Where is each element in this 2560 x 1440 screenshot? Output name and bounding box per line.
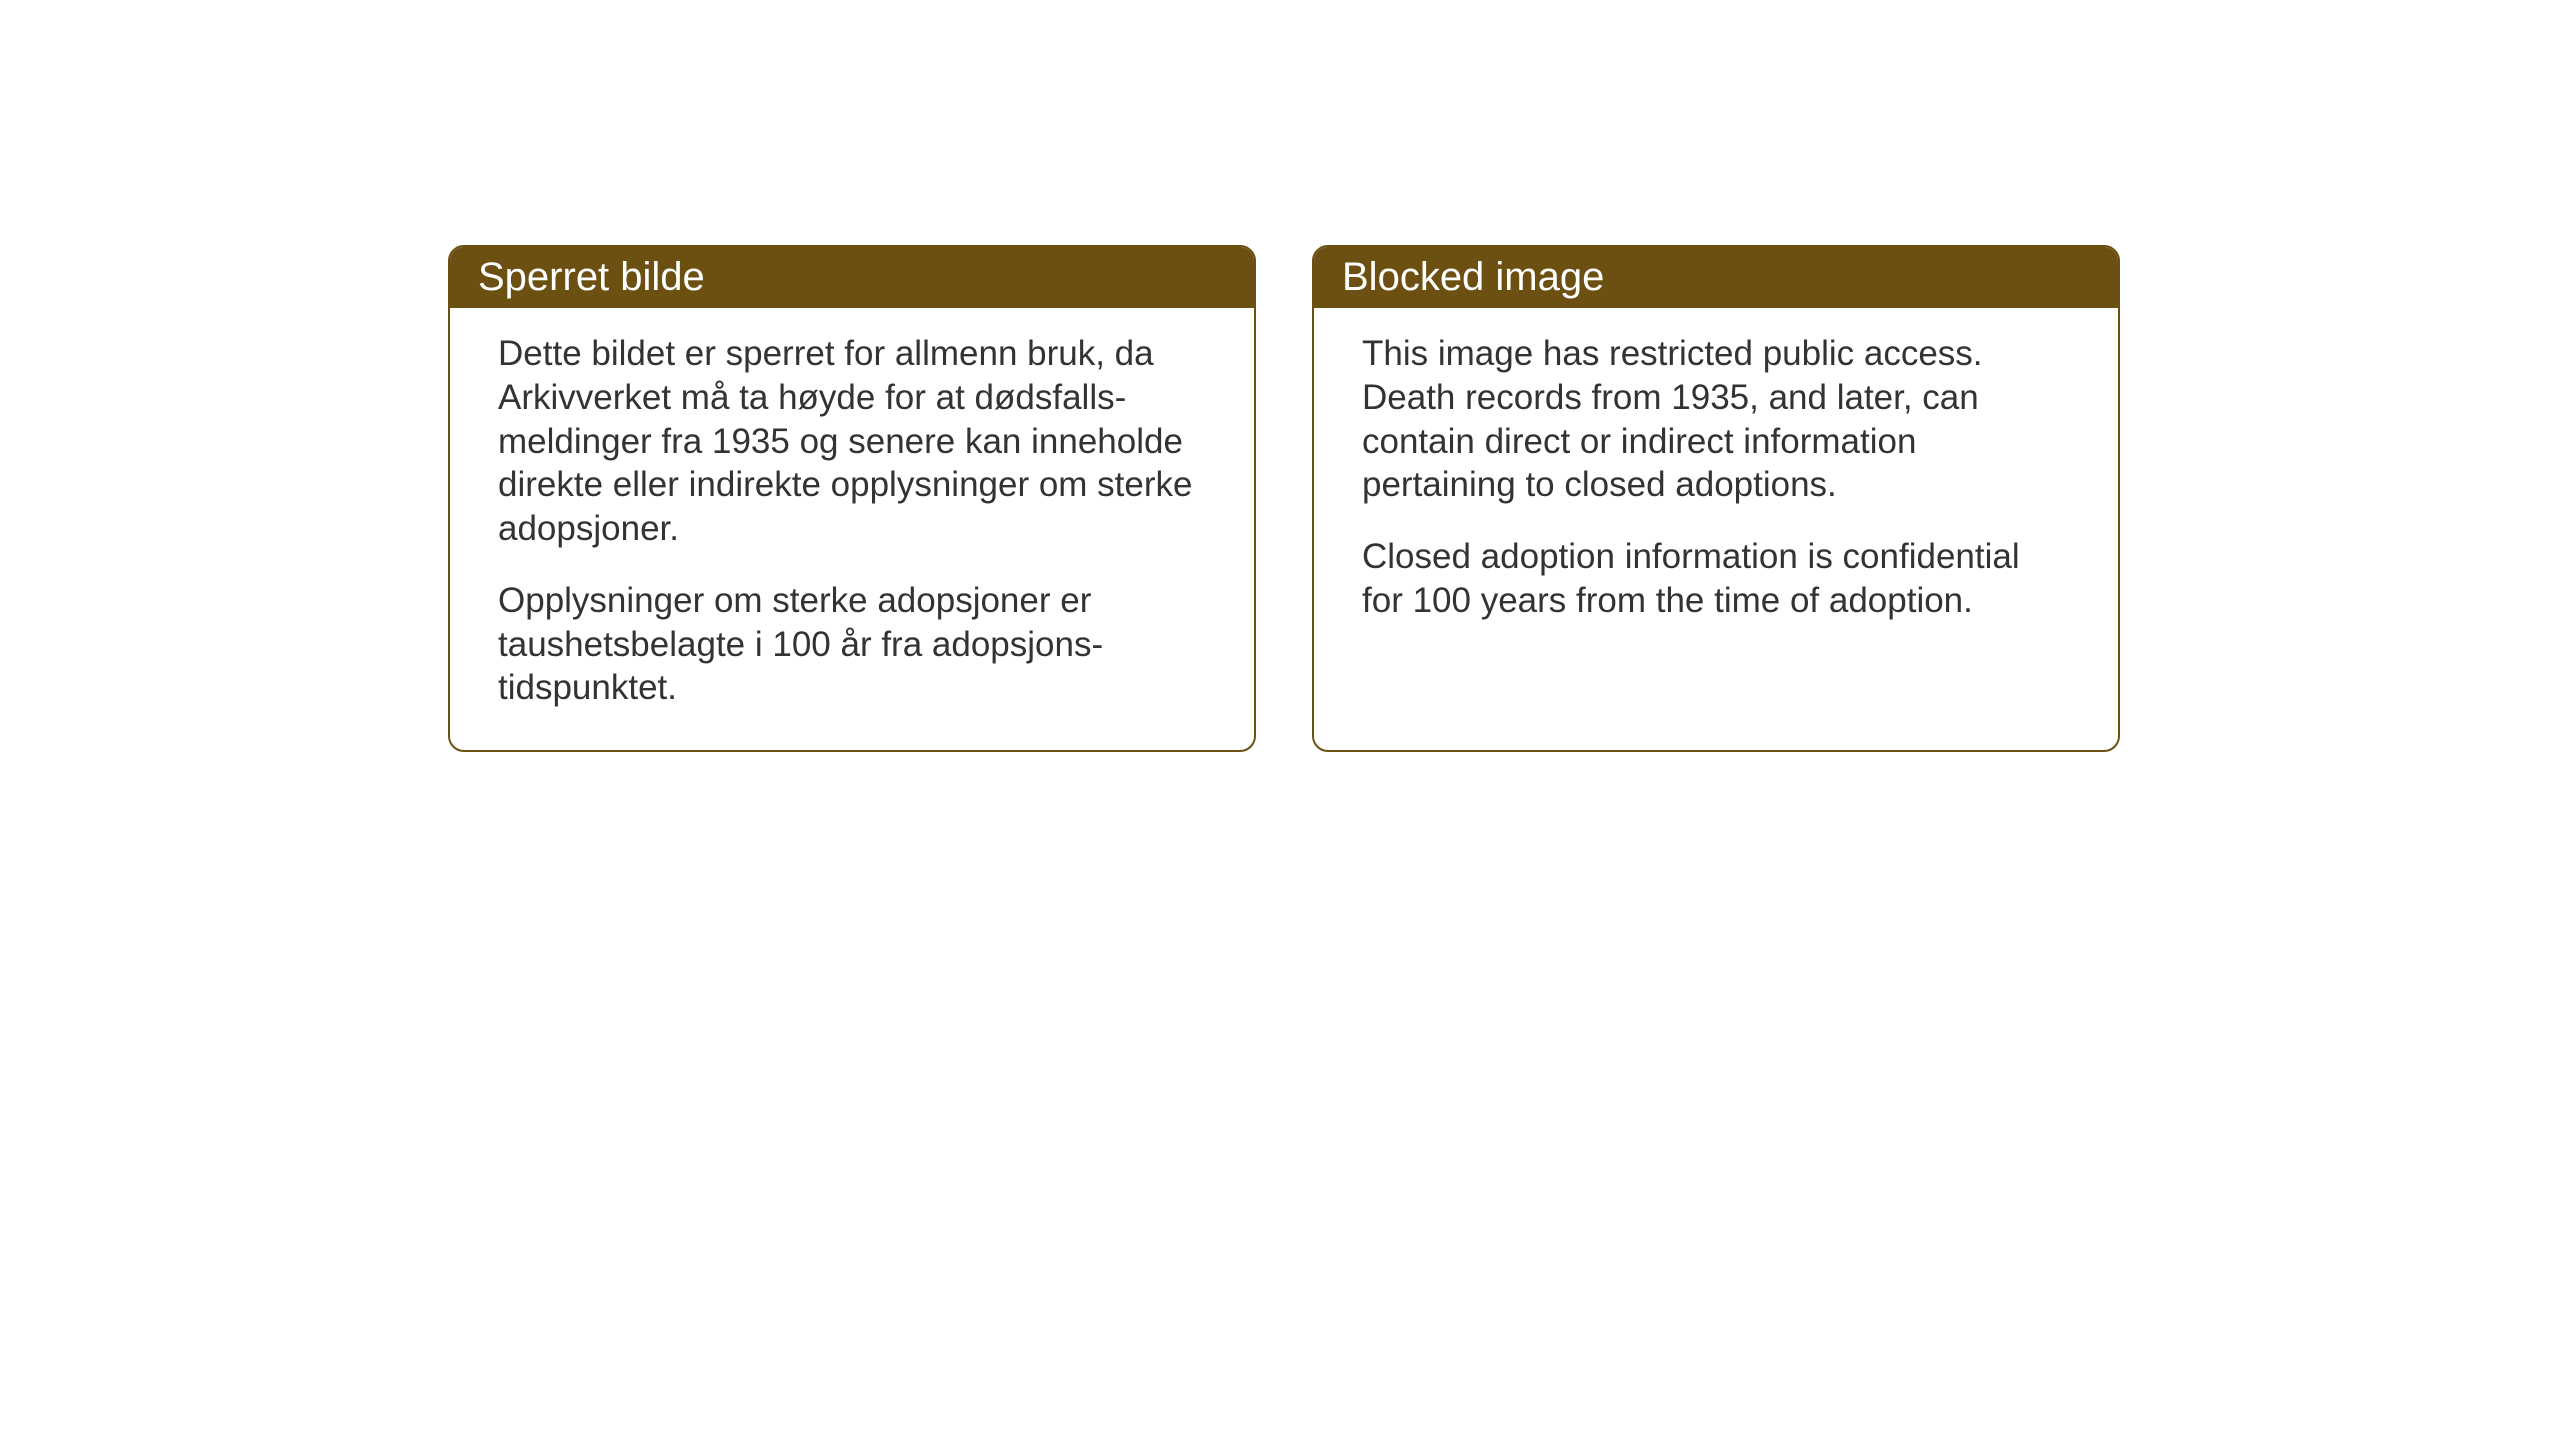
card-english-paragraph-2: Closed adoption information is confident…	[1362, 535, 2070, 623]
card-norwegian: Sperret bilde Dette bildet er sperret fo…	[448, 245, 1256, 752]
card-english-title: Blocked image	[1342, 255, 1604, 299]
card-norwegian-body: Dette bildet er sperret for allmenn bruk…	[450, 308, 1254, 750]
card-norwegian-paragraph-2: Opplysninger om sterke adopsjoner er tau…	[498, 579, 1206, 710]
card-norwegian-paragraph-1: Dette bildet er sperret for allmenn bruk…	[498, 332, 1206, 551]
card-english: Blocked image This image has restricted …	[1312, 245, 2120, 752]
cards-container: Sperret bilde Dette bildet er sperret fo…	[448, 245, 2120, 752]
card-english-header: Blocked image	[1314, 247, 2118, 308]
card-english-body: This image has restricted public access.…	[1314, 308, 2118, 663]
card-norwegian-title: Sperret bilde	[478, 255, 705, 299]
card-norwegian-header: Sperret bilde	[450, 247, 1254, 308]
card-english-paragraph-1: This image has restricted public access.…	[1362, 332, 2070, 507]
